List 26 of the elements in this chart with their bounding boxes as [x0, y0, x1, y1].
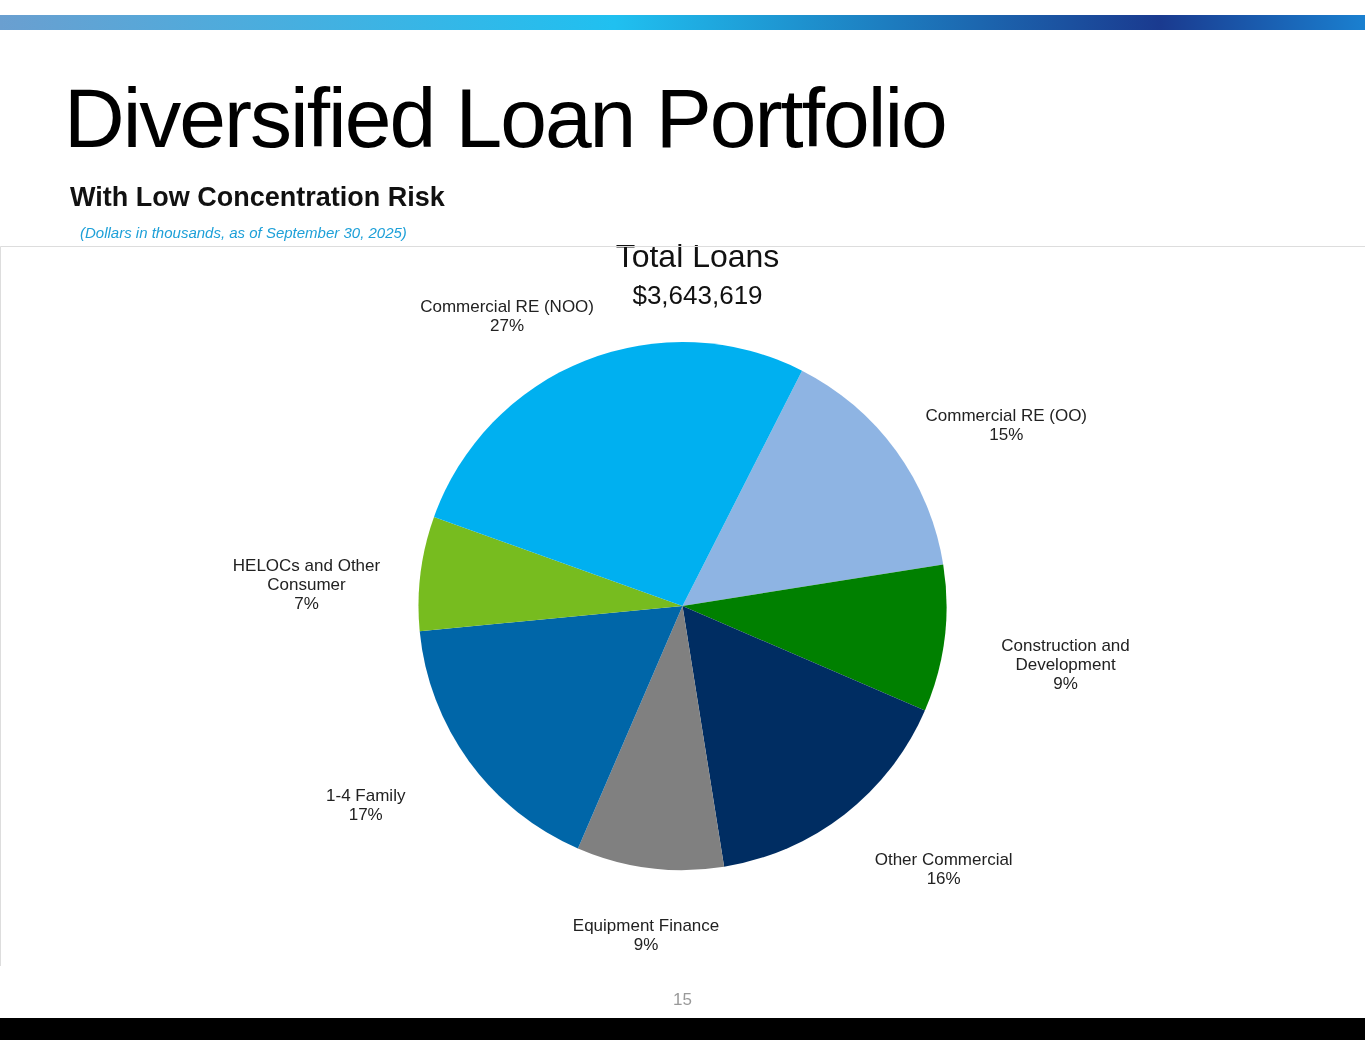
- data-label: 9%: [633, 934, 659, 954]
- slice-label: Construction and Development: [1001, 635, 1130, 674]
- data-label: 15%: [989, 425, 1024, 445]
- slice-label: HELOCs and Other Consumer: [232, 556, 381, 595]
- slice-label: Other Commercial: [874, 850, 1013, 870]
- pie-slice: [418, 516, 683, 632]
- pie-slice: [419, 606, 683, 849]
- slice-label: 1-4 Family: [326, 785, 406, 805]
- data-label: 27%: [490, 315, 525, 335]
- text: (Dollars in thousands, as of September 30, 2025): [80, 224, 407, 241]
- data-label: 7%: [294, 594, 319, 614]
- pie-slice: [577, 606, 725, 870]
- pie-slice: [682, 606, 925, 867]
- slice-label: Commercial RE (OO): [925, 406, 1088, 426]
- pie-slice: [434, 342, 803, 606]
- slice-label: Commercial RE (NOO): [420, 296, 594, 316]
- pie-slice: [682, 564, 947, 711]
- text: 15: [672, 990, 693, 1010]
- text: Total Loans: [615, 238, 780, 274]
- chart-title: Diversified Loan Portfolio: [64, 70, 946, 167]
- text: $3,643,619: [632, 280, 763, 310]
- slice-label: Equipment Finance: [572, 915, 720, 935]
- data-label: 9%: [1053, 673, 1078, 693]
- data-label: 16%: [926, 869, 961, 889]
- data-label: 17%: [348, 804, 383, 824]
- chart-subtitle: With Low Concentration Risk: [70, 182, 445, 213]
